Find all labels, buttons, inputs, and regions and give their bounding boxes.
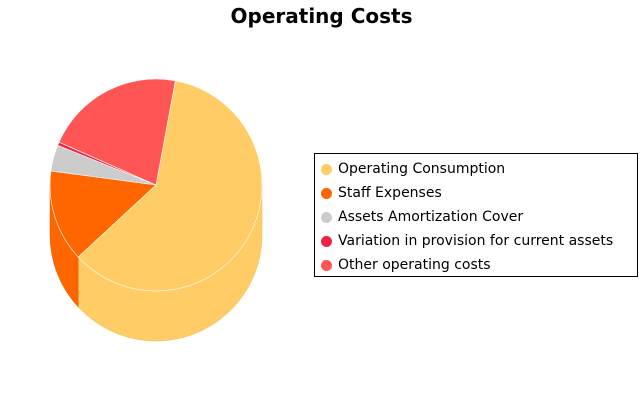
legend-swatch (321, 187, 332, 199)
legend-swatch (321, 211, 332, 223)
legend-label: Variation in provision for current asset… (338, 233, 614, 249)
legend-item: Operating Consumption (321, 157, 637, 181)
legend-swatch (321, 163, 332, 175)
chart-title: Operating Costs (230, 4, 413, 28)
legend-item: Other operating costs (321, 253, 637, 277)
pie-top (49, 78, 263, 292)
legend-label: Other operating costs (338, 257, 491, 273)
legend-swatch (321, 259, 332, 271)
pie-slice-4 (58, 78, 176, 186)
legend-item: Variation in provision for current asset… (321, 229, 637, 253)
legend-label: Assets Amortization Cover (338, 209, 524, 225)
legend-item: Assets Amortization Cover (321, 205, 637, 229)
pie-slice-0 (77, 80, 263, 292)
legend-label: Staff Expenses (338, 185, 442, 201)
legend-label: Operating Consumption (338, 161, 506, 177)
pie-slice-1 (49, 170, 157, 258)
legend-swatch (321, 235, 332, 247)
legend-item: Staff Expenses (321, 181, 637, 205)
legend: Operating Consumption Staff Expenses Asset… (314, 153, 638, 277)
